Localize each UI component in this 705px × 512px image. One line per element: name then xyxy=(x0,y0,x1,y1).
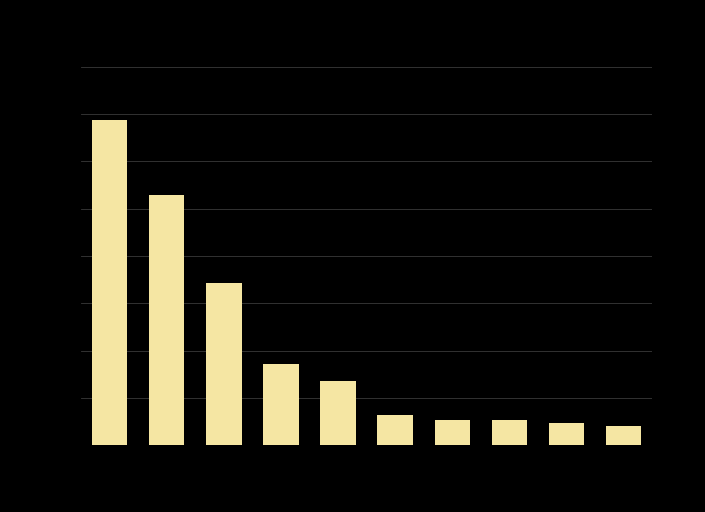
Bar xyxy=(149,196,185,445)
Bar xyxy=(377,415,413,445)
Bar xyxy=(548,423,584,445)
Bar xyxy=(434,420,470,445)
Bar xyxy=(206,283,242,445)
Bar xyxy=(92,120,128,445)
Bar xyxy=(491,420,527,445)
Bar xyxy=(606,426,642,445)
Bar xyxy=(263,364,299,445)
Bar xyxy=(320,381,356,445)
